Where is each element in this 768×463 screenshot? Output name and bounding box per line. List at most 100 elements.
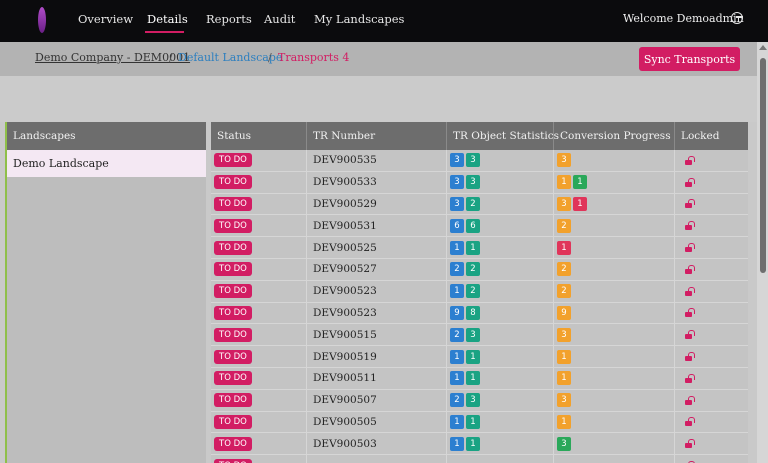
statistic-badge: 3 [466, 175, 480, 190]
tr-number-cell: DEV900507 [307, 389, 447, 411]
locked-cell [675, 324, 748, 345]
table-row[interactable]: TO DO DEV900533 3 3 1 1 [211, 171, 748, 194]
top-navigation: Overview Details Reports Audit My Landsc… [0, 0, 768, 42]
status-badge: TO DO [214, 305, 252, 320]
tr-number-cell: DEV900535 [307, 150, 447, 171]
lock-icon[interactable] [684, 330, 693, 340]
lock-icon[interactable] [684, 352, 693, 362]
lock-icon[interactable] [684, 287, 693, 296]
status-cell: TO DO [211, 324, 307, 346]
status-badge: TO DO [214, 262, 252, 277]
scrollbar-thumb[interactable] [760, 58, 766, 273]
lock-icon[interactable] [684, 417, 693, 427]
tr-number[interactable]: DEV900533 [313, 176, 377, 189]
tr-number[interactable]: DEV900527 [313, 263, 377, 276]
column-locked[interactable]: Locked [681, 130, 720, 142]
tr-number[interactable]: DEV900529 [313, 197, 377, 210]
landscape-item[interactable]: Demo Landscape [7, 150, 206, 177]
locked-cell [675, 150, 748, 171]
tr-number[interactable]: DEV900525 [313, 241, 377, 254]
table-row[interactable]: TO DO DEV900511 1 1 1 [211, 367, 748, 390]
table-row[interactable]: TO DO DEV900525 1 1 1 [211, 237, 748, 259]
progress-badge: 2 [557, 284, 571, 299]
tr-number[interactable]: DEV900515 [313, 328, 377, 341]
tr-number[interactable]: DEV900519 [313, 350, 377, 363]
nav-audit[interactable]: Audit [264, 12, 296, 26]
progress-badge: 2 [557, 262, 571, 277]
lock-icon[interactable] [684, 374, 693, 383]
tr-number[interactable]: DEV900503 [313, 437, 377, 450]
nav-details[interactable]: Details [147, 12, 188, 26]
table-row[interactable]: TO DO DEV900515 2 3 3 [211, 324, 748, 347]
status-cell: TO DO [211, 346, 307, 367]
breadcrumb: Demo Company - DEM0001 / Default Landsca… [0, 42, 757, 76]
status-badge: TO DO [214, 414, 252, 429]
statistic-badge: 2 [450, 262, 464, 277]
column-conversion-progress[interactable]: Conversion Progress [554, 122, 675, 150]
progress-badge: 3 [557, 327, 571, 342]
content-spacer [0, 76, 757, 122]
statistic-badge: 2 [466, 262, 480, 277]
tr-number[interactable]: DEV900535 [313, 154, 377, 167]
table-row[interactable]: TO DO DEV900505 1 1 1 [211, 411, 748, 434]
table-row[interactable]: TO DO DEV900529 3 2 3 1 [211, 193, 748, 216]
lock-icon[interactable] [684, 221, 693, 231]
statistic-badge: 3 [450, 153, 464, 168]
column-tr-number[interactable]: TR Number [307, 122, 447, 150]
tr-number[interactable]: DEV900523 [313, 306, 377, 319]
table-row[interactable]: TO DO DEV900519 1 1 1 [211, 346, 748, 368]
table-row[interactable]: TO DO DEV900507 2 3 3 [211, 389, 748, 412]
status-badge: TO DO [214, 349, 252, 364]
status-badge: TO DO [214, 393, 252, 408]
tr-number[interactable]: DEV900531 [313, 219, 377, 232]
lock-icon[interactable] [684, 396, 693, 405]
table-row[interactable]: TO DO DEV900523 1 2 2 [211, 280, 748, 303]
column-status[interactable]: Status [211, 122, 307, 150]
statistic-badge: 3 [466, 327, 480, 342]
tr-number[interactable]: DEV900511 [313, 372, 377, 385]
table-row[interactable]: TO DO DEV900535 3 3 3 [211, 150, 748, 172]
locked-cell [675, 237, 748, 258]
table-row[interactable]: TO DO DEV900531 6 6 2 [211, 215, 748, 238]
breadcrumb-landscape[interactable]: Default Landscape [178, 51, 283, 64]
nav-overview[interactable]: Overview [78, 12, 134, 26]
conversion-progress-cell: 9 [554, 302, 675, 324]
logout-icon[interactable] [731, 12, 743, 24]
scroll-up-icon[interactable] [759, 45, 767, 50]
table-row[interactable]: TO DO [211, 455, 748, 463]
conversion-progress-cell: 2 [554, 280, 675, 302]
statistic-badge: 2 [450, 393, 464, 408]
lock-icon[interactable] [684, 308, 693, 318]
tr-number[interactable]: DEV900505 [313, 415, 377, 428]
table-row[interactable]: TO DO DEV900503 1 1 3 [211, 433, 748, 456]
tr-number[interactable]: DEV900507 [313, 394, 377, 407]
breadcrumb-company[interactable]: Demo Company - DEM0001 [35, 51, 191, 64]
table-row[interactable]: TO DO DEV900523 9 8 9 [211, 302, 748, 325]
table-row[interactable]: TO DO DEV900527 2 2 2 [211, 258, 748, 281]
status-cell: TO DO [211, 389, 307, 411]
sync-transports-button[interactable]: Sync Transports [639, 47, 740, 71]
nav-reports[interactable]: Reports [206, 12, 252, 26]
lock-icon[interactable] [684, 199, 693, 209]
lock-icon[interactable] [684, 439, 693, 449]
nav-my-landscapes[interactable]: My Landscapes [314, 12, 405, 26]
lock-icon[interactable] [684, 156, 693, 165]
welcome-text: Welcome Demoadmin [623, 12, 744, 25]
lock-icon[interactable] [684, 243, 693, 253]
lock-icon[interactable] [684, 178, 693, 187]
statistic-badge: 1 [450, 371, 464, 386]
brand-logo-icon[interactable] [38, 7, 46, 33]
progress-badge: 1 [557, 371, 571, 386]
column-tr-object-statistics[interactable]: TR Object Statistics [447, 122, 559, 150]
lock-icon[interactable] [684, 265, 693, 274]
tr-number-cell: DEV900525 [307, 237, 447, 258]
statistic-badge: 1 [450, 349, 464, 364]
statistic-badge: 1 [450, 436, 464, 451]
tr-number[interactable]: DEV900523 [313, 285, 377, 298]
